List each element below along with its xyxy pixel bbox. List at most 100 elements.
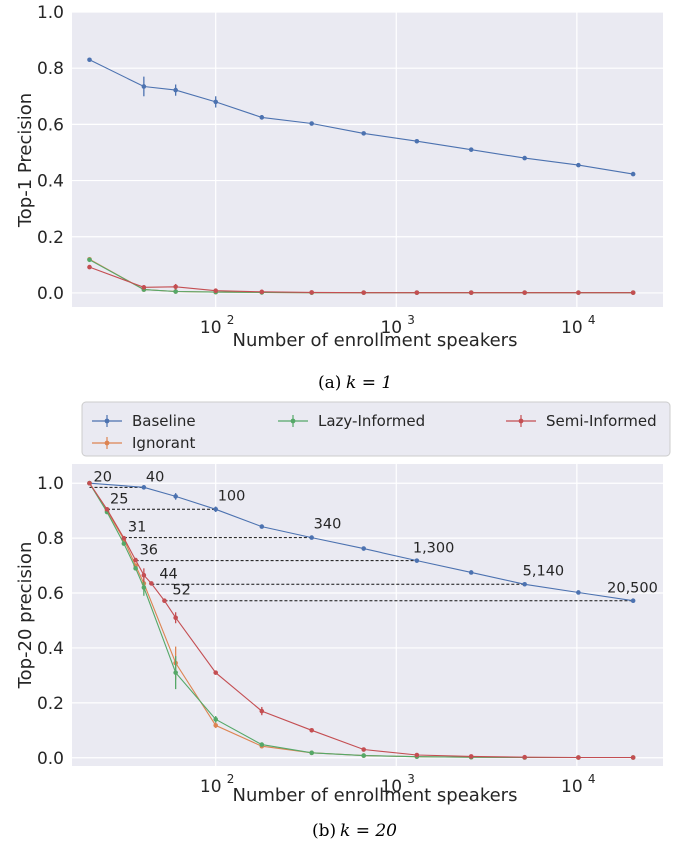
chart-a-point [87,257,92,263]
legend-swatch-marker [290,418,296,424]
chart-b-annotations: 20 40 25 100 31 340 36 1,300 44 5,140 52 20,500 [93,469,657,598]
chart-b-point [213,723,219,728]
legend: Baseline Lazy-Informed Semi-Informed Ignora… [81,401,671,457]
chart-a-y-tick-label: 0.2 [37,228,64,248]
chart-b-y-axis-label: Top-20 precision [15,542,36,690]
chart-b-x-axis-label: Number of enrollment speakers [233,785,518,806]
chart-b-y-tick-label: 0.4 [37,639,64,659]
chart-a-x-tick-label: 10 [200,318,222,338]
chart-b-plot-area [72,464,663,766]
chart-b-x-tick-label: 10 [380,777,402,797]
chart-b-series [87,480,636,760]
chart-a-y-tick-label: 0.6 [37,115,64,135]
chart-a-y-ticks: 0.0 0.2 0.4 0.6 0.8 1.0 [37,3,64,304]
chart-b-caption-math: k = 20 [340,821,397,841]
chart-a-y-axis-label: Top-1 Precision [15,93,36,228]
chart-b-point [309,750,314,756]
chart-b-x-ticks: 10 2 10 3 10 4 [200,772,596,797]
chart-b-point [121,541,127,546]
chart-b-y-tick-label: 0.8 [37,529,64,549]
chart-b-x-tick-exponent: 2 [227,772,235,786]
legend-label: Semi-Informed [546,412,657,430]
legend-item-semi-informed: Semi-Informed [506,412,657,430]
legend-item-baseline: Baseline [92,412,196,430]
chart-b-caption-label: (b) [312,821,336,841]
chart-b-y-tick-label: 0.0 [37,749,64,769]
chart-b-point [361,753,366,758]
chart-a-point [630,290,636,295]
chart-a-caption-math: k = 1 [346,373,392,393]
chart-b-point [213,717,219,722]
chart-a-y-tick-label: 1.0 [37,3,64,23]
chart-b-y-tick-label: 1.0 [37,474,64,494]
chart-b-annotation-lines [89,486,634,602]
chart-b-annotation-label: 5,140 [523,563,565,579]
chart-b-annotation-label: 36 [140,543,158,559]
chart-a-point [259,289,265,295]
chart-a-x-tick-exponent: 4 [588,313,596,327]
chart-b-point [133,566,138,571]
chart-b-annotation-label: 40 [146,469,164,485]
chart-a-point [576,290,581,295]
chart-a-y-tick-label: 0.8 [37,59,64,79]
chart-b-point [630,755,636,760]
chart-b-point [309,535,314,540]
chart-a-point [414,138,420,144]
chart-b-point [213,670,219,675]
chart-b-point [259,742,265,747]
chart-b-annotation-label: 44 [159,566,177,582]
chart-b-y-ticks: 0.0 0.2 0.4 0.6 0.8 1.0 [37,474,64,769]
legend-label: Ignorant [132,434,195,452]
chart-b-point [576,590,581,595]
chart-b-point [468,754,474,759]
chart-b-point [309,728,314,733]
chart-a-point [87,264,92,270]
chart-b-point [133,557,138,563]
chart-a-point [522,290,527,295]
chart-a-caption-label: (a) [318,373,341,393]
chart-b-point [414,558,420,563]
legend-box [81,401,671,457]
chart-b-point [149,581,154,586]
legend-swatch-marker [104,440,110,446]
chart-a-point [141,84,147,89]
chart-a-point [361,131,366,136]
chart-a-point [522,155,527,161]
chart-b-point [173,494,178,499]
chart-b-point [259,708,265,714]
chart-b: 20 40 25 100 31 340 36 1,300 44 5,140 52 20,500 0.0… [15,464,663,841]
chart-b-point [141,485,147,490]
chart-a-x-tick-exponent: 2 [227,313,235,327]
chart-a: 0.0 0.2 0.4 0.6 0.8 1.0 10 2 10 3 10 4 Number of e… [15,3,663,393]
chart-a-x-tick-label: 10 [380,318,402,338]
chart-a-point [630,171,636,177]
chart-b-annotation-label: 52 [172,583,190,599]
legend-swatch-marker [518,418,524,424]
chart-a-line-semi-informed [89,266,634,294]
chart-a-point [468,290,474,295]
chart-a-plot-area [72,12,663,307]
chart-b-x-tick-exponent: 4 [588,772,596,786]
chart-a-x-ticks: 10 2 10 3 10 4 [200,313,596,338]
chart-a-point [468,147,474,152]
legend-swatch-marker [104,418,110,424]
chart-a-point [87,57,92,63]
legend-item-ignorant: Ignorant [92,434,195,452]
chart-b-point [87,480,92,486]
chart-b-point [213,507,219,512]
chart-b-x-tick-label: 10 [561,777,583,797]
chart-b-point [173,670,178,675]
chart-a-point [361,290,366,295]
chart-a-line-baseline [89,59,634,175]
chart-b-y-tick-label: 0.6 [37,584,64,604]
chart-a-series-semi-informed [87,264,636,295]
chart-a-x-tick-label: 10 [561,318,583,338]
chart-a-point [309,290,314,295]
chart-b-point [522,754,527,760]
chart-b-point [361,546,366,551]
chart-b-y-tick-label: 0.2 [37,694,64,714]
chart-b-annotation-label: 340 [314,517,342,533]
chart-b-point [141,585,147,590]
chart-b-annotation-label: 1,300 [413,541,455,557]
